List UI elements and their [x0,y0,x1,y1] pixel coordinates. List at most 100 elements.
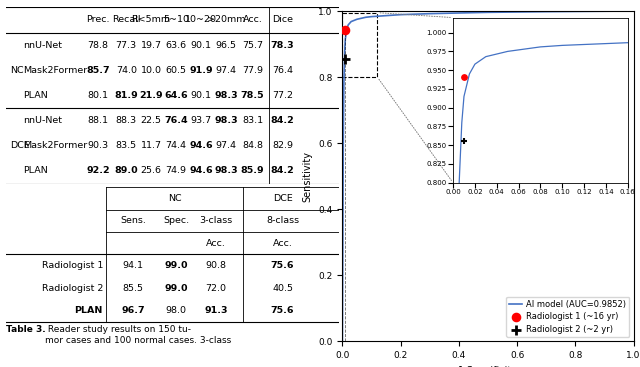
Text: Sens.: Sens. [120,216,146,225]
Text: 89.0: 89.0 [115,166,138,175]
AI model (AUC=0.9852) [339,141,347,145]
Text: 98.3: 98.3 [214,116,238,125]
Text: 88.3: 88.3 [116,116,137,125]
Text: 90.1: 90.1 [191,41,212,50]
Legend: AI model (AUC=0.9852), Radiologist 1 (~16 yr), Radiologist 2 (~2 yr): AI model (AUC=0.9852), Radiologist 1 (~1… [506,297,629,337]
Text: 78.3: 78.3 [271,41,294,50]
Radiologist 2 (~2 yr) [340,56,351,62]
Text: Radiologist 2: Radiologist 2 [42,284,103,292]
Text: 72.0: 72.0 [205,284,227,292]
Text: 76.4: 76.4 [164,116,188,125]
Text: 81.9: 81.9 [115,91,138,100]
Text: Mask2Former: Mask2Former [23,66,87,75]
Text: 90.3: 90.3 [87,141,109,150]
AI model (AUC=0.9852) [397,12,404,17]
Text: 77.2: 77.2 [272,91,293,100]
Text: 88.1: 88.1 [88,116,108,125]
Text: 76.4: 76.4 [272,66,293,75]
Text: NC: NC [10,66,23,75]
Text: 77.3: 77.3 [116,41,137,50]
Text: 90.8: 90.8 [205,261,227,270]
AI model (AUC=0.9852) [353,17,361,21]
Text: 64.6: 64.6 [164,91,188,100]
Text: 94.1: 94.1 [122,261,143,270]
Text: 8-class: 8-class [266,216,299,225]
Text: 98.0: 98.0 [166,306,187,315]
Text: 78.5: 78.5 [241,91,264,100]
Text: 83.1: 83.1 [242,116,263,125]
Text: 85.5: 85.5 [122,284,143,292]
Text: Recall: Recall [112,15,140,25]
Text: R<5mm: R<5mm [132,15,171,25]
Text: 10.0: 10.0 [141,66,162,75]
AI model (AUC=0.9852) [339,339,346,344]
Text: >20mm: >20mm [207,15,245,25]
Text: 60.5: 60.5 [166,66,187,75]
AI model (AUC=0.9852) [484,10,492,15]
Text: PLAN: PLAN [74,306,103,315]
Text: 40.5: 40.5 [272,284,293,292]
Text: Acc.: Acc. [243,15,262,25]
Text: 74.9: 74.9 [166,166,187,175]
Text: 91.9: 91.9 [189,66,213,75]
Text: 96.5: 96.5 [216,41,237,50]
Text: Acc.: Acc. [206,239,226,248]
Text: 63.6: 63.6 [166,41,187,50]
Text: 84.2: 84.2 [271,166,294,175]
Text: 99.0: 99.0 [164,261,188,270]
X-axis label: 1-Specificity: 1-Specificity [458,366,518,367]
Text: 78.8: 78.8 [88,41,108,50]
Text: Spec.: Spec. [163,216,189,225]
AI model (AUC=0.9852) [426,11,434,16]
Text: 82.9: 82.9 [272,141,293,150]
Text: Prec.: Prec. [86,15,109,25]
Text: 85.7: 85.7 [86,66,109,75]
AI model (AUC=0.9852) [630,9,637,13]
Text: 96.7: 96.7 [121,306,145,315]
AI model (AUC=0.9852) [348,19,355,24]
Bar [342,12,378,77]
Y-axis label: Sensitivity: Sensitivity [303,151,313,201]
Text: 3-class: 3-class [200,216,233,225]
Line: AI model (AUC=0.9852): AI model (AUC=0.9852) [342,11,634,341]
Text: 84.2: 84.2 [271,116,294,125]
Text: 22.5: 22.5 [141,116,162,125]
Text: 75.6: 75.6 [271,261,294,270]
Text: 94.6: 94.6 [189,166,213,175]
Text: 97.4: 97.4 [216,66,237,75]
Text: Reader study results on 150 tu-
mor cases and 100 normal cases. 3-class: Reader study results on 150 tu- mor case… [45,325,231,345]
Text: Table 3.: Table 3. [6,325,46,334]
Text: 10~20: 10~20 [185,15,217,25]
Text: 99.0: 99.0 [164,284,188,292]
Text: 98.3: 98.3 [214,166,238,175]
Text: DCE: DCE [273,194,292,203]
Text: 97.4: 97.4 [216,141,237,150]
Text: 83.5: 83.5 [116,141,137,150]
AI model (AUC=0.9852) [342,37,349,41]
Text: 98.3: 98.3 [214,91,238,100]
Text: NC: NC [168,194,181,203]
Text: 75.7: 75.7 [242,41,263,50]
AI model (AUC=0.9852) [341,48,349,53]
AI model (AUC=0.9852) [340,81,348,86]
AI model (AUC=0.9852) [344,23,352,27]
Text: 92.2: 92.2 [86,166,109,175]
Text: 21.9: 21.9 [140,91,163,100]
Text: 77.9: 77.9 [242,66,263,75]
Text: 84.8: 84.8 [242,141,263,150]
Radiologist 1 (~16 yr) [340,28,351,33]
Text: 19.7: 19.7 [141,41,162,50]
AI model (AUC=0.9852) [362,15,369,19]
Text: 91.3: 91.3 [204,306,228,315]
Text: Radiologist 1: Radiologist 1 [42,261,103,270]
AI model (AUC=0.9852) [368,14,376,19]
Text: DCE: DCE [10,141,29,150]
Text: 75.6: 75.6 [271,306,294,315]
Text: 93.7: 93.7 [191,116,212,125]
Text: 74.4: 74.4 [166,141,187,150]
Text: 11.7: 11.7 [141,141,162,150]
Text: Dice: Dice [272,15,293,25]
Text: 25.6: 25.6 [141,166,162,175]
AI model (AUC=0.9852) [543,10,550,14]
AI model (AUC=0.9852) [343,27,351,32]
